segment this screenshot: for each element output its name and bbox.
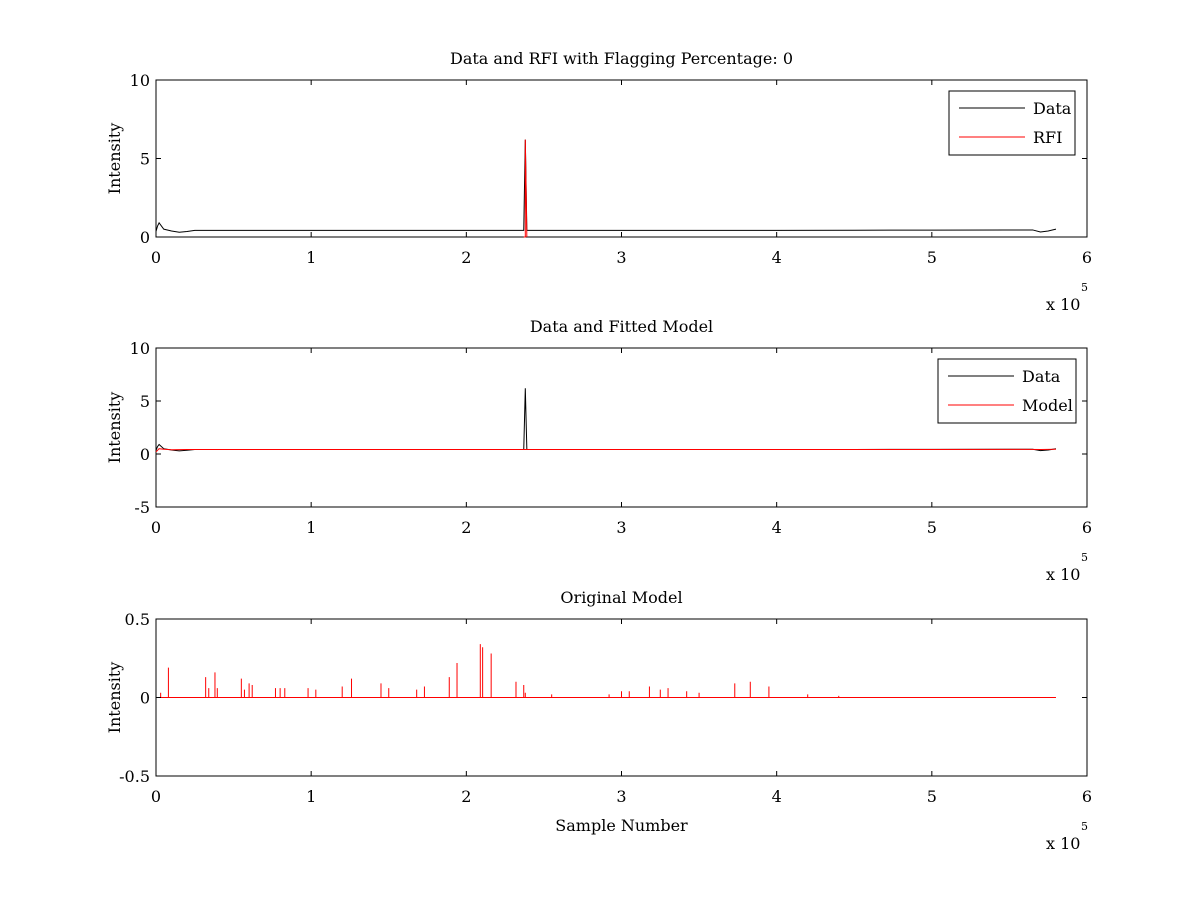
y-axis-label: Intensity <box>105 392 124 464</box>
x-tick-label: 0 <box>151 518 161 537</box>
x-tick-label: 3 <box>616 787 626 806</box>
x-tick-label: 2 <box>461 518 471 537</box>
x-tick-label: 5 <box>927 787 937 806</box>
series-line-3-model <box>156 644 1056 698</box>
legend-box <box>948 90 1076 156</box>
y-tick-label: 10 <box>130 339 150 358</box>
x-tick-label: 6 <box>1082 518 1092 537</box>
legend-box <box>937 358 1077 424</box>
y-axis-label: Intensity <box>105 662 124 734</box>
series-line-1-rfi <box>523 139 528 238</box>
x-multiplier-exponent: 5 <box>1081 820 1088 833</box>
x-tick-label: 5 <box>927 518 937 537</box>
x-tick-label: 1 <box>306 518 316 537</box>
y-tick-label: 5 <box>140 150 150 169</box>
legend-label: Data <box>1033 99 1072 118</box>
legend-label: Data <box>1022 367 1061 386</box>
x-tick-label: 2 <box>461 787 471 806</box>
plot-area-2 <box>155 347 1088 508</box>
x-tick-label: 4 <box>772 518 782 537</box>
x-tick-label: 4 <box>772 248 782 267</box>
y-tick-label: -0.5 <box>119 767 150 786</box>
y-tick-label: 0 <box>140 228 150 247</box>
plot-area-1 <box>155 79 1088 238</box>
x-tick-label: 5 <box>927 248 937 267</box>
x-tick-label: 2 <box>461 248 471 267</box>
legend-label: Model <box>1022 396 1073 415</box>
y-tick-label: 0 <box>140 445 150 464</box>
y-tick-label: -5 <box>134 498 150 517</box>
x-multiplier-exponent: 5 <box>1081 551 1088 564</box>
x-tick-label: 1 <box>306 787 316 806</box>
chart-title-1: Data and RFI with Flagging Percentage: 0 <box>450 49 793 68</box>
y-tick-label: 0.5 <box>125 610 150 629</box>
y-tick-label: 10 <box>130 71 150 90</box>
x-axis-label: Sample Number <box>555 816 688 835</box>
x-tick-label: 1 <box>306 248 316 267</box>
chart-title-2: Data and Fitted Model <box>530 317 713 336</box>
x-tick-label: 3 <box>616 518 626 537</box>
x-multiplier: x 10 <box>1046 834 1080 853</box>
y-tick-label: 5 <box>140 392 150 411</box>
x-tick-label: 4 <box>772 787 782 806</box>
x-multiplier-exponent: 5 <box>1081 281 1088 294</box>
series-line-1-data <box>155 139 1057 233</box>
x-tick-label: 0 <box>151 248 161 267</box>
x-tick-label: 0 <box>151 787 161 806</box>
x-multiplier: x 10 <box>1046 295 1080 314</box>
x-multiplier: x 10 <box>1046 565 1080 584</box>
series-line-2-model <box>155 448 1056 453</box>
y-axis-label: Intensity <box>105 123 124 195</box>
y-tick-label: 0 <box>140 689 150 708</box>
x-tick-label: 6 <box>1082 248 1092 267</box>
chart-title-3: Original Model <box>560 588 682 607</box>
x-tick-label: 3 <box>616 248 626 267</box>
legend-label: RFI <box>1033 128 1062 147</box>
x-tick-label: 6 <box>1082 787 1092 806</box>
